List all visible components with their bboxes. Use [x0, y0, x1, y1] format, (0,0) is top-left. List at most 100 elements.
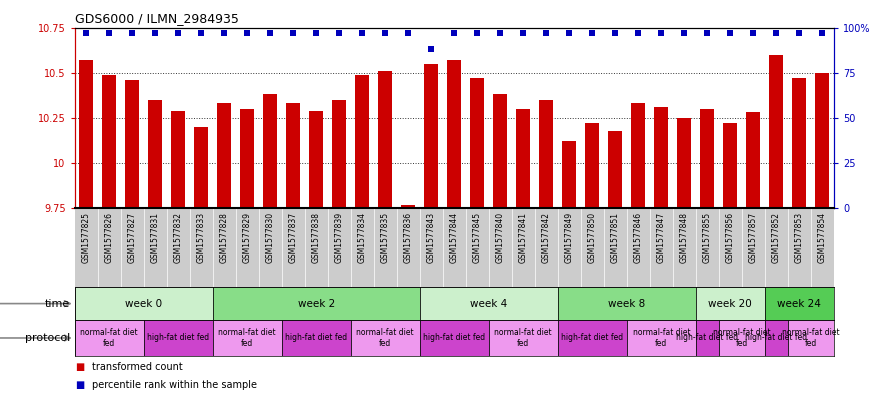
Bar: [286, 103, 300, 208]
Bar: [586, 123, 599, 208]
Text: GSM1577830: GSM1577830: [266, 212, 275, 263]
Text: GSM1577844: GSM1577844: [450, 212, 459, 263]
Bar: [332, 100, 346, 208]
Text: GSM1577832: GSM1577832: [173, 212, 183, 263]
Bar: [765, 287, 834, 320]
Text: GSM1577840: GSM1577840: [496, 212, 505, 263]
Text: week 24: week 24: [778, 299, 821, 309]
Text: GSM1577850: GSM1577850: [588, 212, 597, 263]
Bar: [240, 109, 254, 208]
Bar: [424, 64, 438, 208]
Text: GSM1577853: GSM1577853: [795, 212, 804, 263]
Text: high-fat diet fed: high-fat diet fed: [423, 334, 485, 342]
Bar: [489, 320, 557, 356]
Bar: [102, 75, 116, 208]
Text: GSM1577857: GSM1577857: [749, 212, 757, 263]
Bar: [144, 320, 212, 356]
Bar: [212, 287, 420, 320]
Bar: [470, 78, 485, 208]
Text: GSM1577849: GSM1577849: [565, 212, 573, 263]
Bar: [696, 287, 765, 320]
Text: high-fat diet fed: high-fat diet fed: [285, 334, 348, 342]
Text: GSM1577847: GSM1577847: [657, 212, 666, 263]
Text: GSM1577829: GSM1577829: [243, 212, 252, 263]
Text: week 0: week 0: [125, 299, 163, 309]
Text: GSM1577852: GSM1577852: [772, 212, 781, 263]
Text: high-fat diet fed: high-fat diet fed: [148, 334, 209, 342]
Bar: [379, 71, 392, 208]
Bar: [282, 320, 351, 356]
Bar: [540, 100, 553, 208]
Bar: [517, 109, 530, 208]
Bar: [420, 320, 489, 356]
Text: GSM1577848: GSM1577848: [680, 212, 689, 263]
Text: GSM1577838: GSM1577838: [312, 212, 321, 263]
Bar: [401, 205, 415, 208]
Bar: [719, 320, 765, 356]
Bar: [770, 55, 783, 208]
Text: GSM1577839: GSM1577839: [335, 212, 344, 263]
Text: GSM1577834: GSM1577834: [357, 212, 367, 263]
Text: GSM1577846: GSM1577846: [634, 212, 643, 263]
Bar: [79, 60, 93, 208]
Text: GSM1577825: GSM1577825: [82, 212, 91, 263]
Text: GSM1577841: GSM1577841: [519, 212, 528, 263]
Text: GSM1577851: GSM1577851: [611, 212, 620, 263]
Bar: [420, 287, 557, 320]
Bar: [631, 103, 645, 208]
Text: normal-fat diet
fed: normal-fat diet fed: [632, 328, 690, 348]
Text: normal-fat diet
fed: normal-fat diet fed: [713, 328, 771, 348]
Bar: [263, 94, 277, 208]
Text: GSM1577836: GSM1577836: [404, 212, 412, 263]
Text: GSM1577837: GSM1577837: [289, 212, 298, 263]
Bar: [677, 118, 692, 208]
Text: transformed count: transformed count: [92, 362, 183, 373]
Text: GSM1577843: GSM1577843: [427, 212, 436, 263]
Text: GSM1577831: GSM1577831: [151, 212, 160, 263]
Text: ■: ■: [75, 380, 84, 390]
Bar: [627, 320, 696, 356]
Text: week 2: week 2: [298, 299, 335, 309]
Text: GDS6000 / ILMN_2984935: GDS6000 / ILMN_2984935: [75, 12, 238, 25]
Bar: [309, 111, 323, 208]
Text: GSM1577842: GSM1577842: [541, 212, 551, 263]
Text: week 20: week 20: [709, 299, 752, 309]
Bar: [75, 320, 144, 356]
Text: GSM1577827: GSM1577827: [128, 212, 137, 263]
Text: high-fat diet fed: high-fat diet fed: [677, 334, 739, 342]
Bar: [217, 103, 231, 208]
Bar: [195, 127, 208, 208]
Text: normal-fat diet
fed: normal-fat diet fed: [356, 328, 414, 348]
Bar: [75, 287, 212, 320]
Text: GSM1577833: GSM1577833: [196, 212, 205, 263]
Text: high-fat diet fed: high-fat diet fed: [745, 334, 807, 342]
Text: ■: ■: [75, 362, 84, 373]
Text: high-fat diet fed: high-fat diet fed: [561, 334, 623, 342]
Text: GSM1577856: GSM1577856: [725, 212, 735, 263]
Text: GSM1577854: GSM1577854: [818, 212, 827, 263]
Bar: [351, 320, 420, 356]
Bar: [815, 73, 829, 208]
Bar: [608, 130, 622, 208]
Bar: [172, 111, 185, 208]
Bar: [765, 320, 788, 356]
Text: week 8: week 8: [608, 299, 645, 309]
Bar: [447, 60, 461, 208]
Text: time: time: [45, 299, 70, 309]
Text: normal-fat diet
fed: normal-fat diet fed: [494, 328, 552, 348]
Text: GSM1577828: GSM1577828: [220, 212, 228, 263]
Bar: [654, 107, 669, 208]
Text: GSM1577826: GSM1577826: [105, 212, 114, 263]
Text: percentile rank within the sample: percentile rank within the sample: [92, 380, 258, 390]
Bar: [788, 320, 834, 356]
Bar: [696, 320, 719, 356]
Bar: [356, 75, 369, 208]
Bar: [557, 287, 696, 320]
Bar: [563, 141, 576, 208]
Bar: [493, 94, 508, 208]
Bar: [747, 112, 760, 208]
Text: GSM1577855: GSM1577855: [703, 212, 712, 263]
Bar: [724, 123, 737, 208]
Text: normal-fat diet
fed: normal-fat diet fed: [782, 328, 840, 348]
Bar: [148, 100, 162, 208]
